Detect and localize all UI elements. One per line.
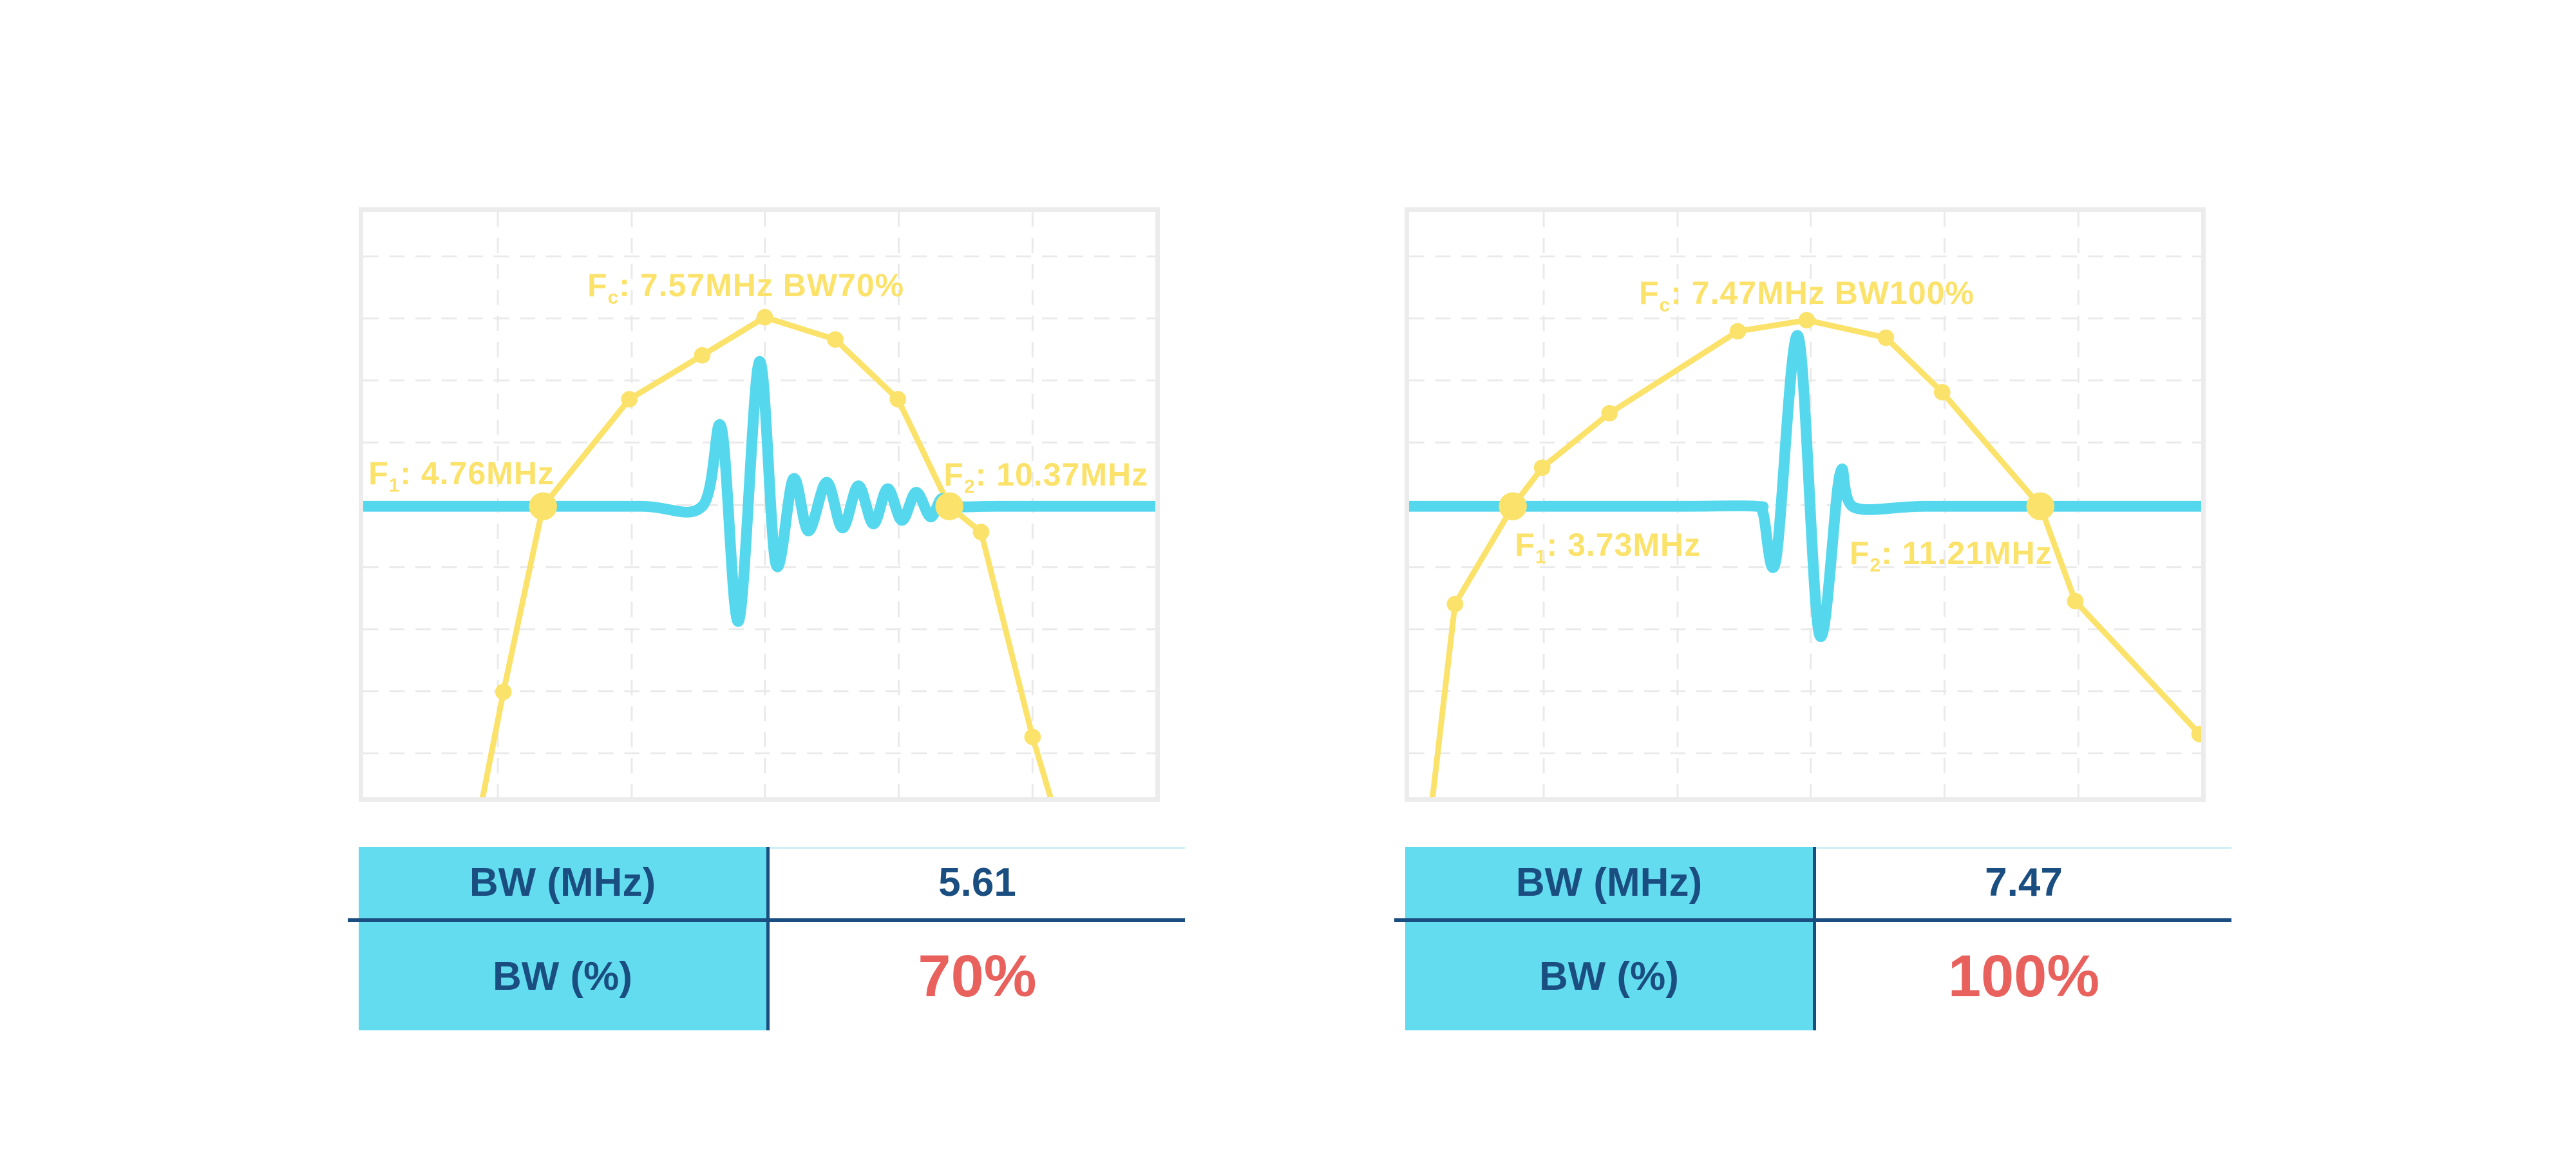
bw-mhz-label-cell: BW (MHz) [469, 860, 656, 905]
fc-label-prefix: F [587, 267, 608, 303]
fc-label-text: : 7.47MHz BW100% [1671, 275, 1975, 312]
f2-label-prefix: F [1849, 534, 1870, 571]
spectrum-panel-bw100: Fc: 7.47MHz BW100% F1: 3.73MHz F2: 11.21… [1405, 207, 2206, 802]
f1-label-sub: 1 [388, 475, 401, 497]
table-label-column [359, 847, 766, 1030]
f1-label-text: : 3.73MHz [1546, 527, 1701, 563]
value-column-top-border [1816, 847, 2231, 849]
f2-label-bw100: F2: 11.21MHz [1849, 534, 2052, 575]
f1-label-bw100: F1: 3.73MHz [1515, 527, 1701, 567]
table-label-column [1405, 847, 1813, 1030]
bw-mhz-label-cell: BW (MHz) [1515, 860, 1703, 905]
table-column-divider [766, 847, 770, 1030]
bw-pct-label-cell: BW (%) [1539, 954, 1679, 999]
f2-label-sub: 2 [1870, 554, 1882, 576]
bandwidth-table-bw100: BW (MHz) 7.47 BW (%) 100% [1394, 847, 2231, 1030]
fc-label-bw70: Fc: 7.57MHz BW70% [587, 267, 905, 307]
fc-label-sub: c [1659, 294, 1671, 316]
f2-label-text: : 10.37MHz [975, 457, 1149, 493]
bandwidth-table-bw70: BW (MHz) 5.61 BW (%) 70% [348, 847, 1185, 1030]
f1-label-prefix: F [368, 455, 389, 492]
f1-label-text: : 4.76MHz [400, 455, 554, 492]
spectrum-chart-bw70 [363, 212, 1155, 797]
value-column-top-border [770, 847, 1185, 849]
bw-mhz-value-cell: 7.47 [1985, 860, 2063, 905]
bw-mhz-value-cell: 5.61 [938, 860, 1016, 905]
f2-label-text: : 11.21MHz [1881, 534, 2052, 571]
f2-label-prefix: F [943, 457, 964, 493]
fc-label-sub: c [607, 287, 620, 308]
table-column-divider [1813, 847, 1816, 1030]
f2-label-sub: 2 [963, 476, 976, 498]
f1-label-sub: 1 [1535, 546, 1547, 568]
fc-label-prefix: F [1638, 275, 1660, 312]
bw-pct-value-cell: 70% [918, 943, 1037, 1009]
bw-pct-value-cell: 100% [1947, 943, 2100, 1009]
fc-label-bw100: Fc: 7.47MHz BW100% [1638, 275, 1975, 315]
f2-label-bw70: F2: 10.37MHz [943, 457, 1149, 497]
bw-pct-label-cell: BW (%) [493, 954, 632, 999]
spectrum-chart-bw100 [1409, 212, 2201, 797]
spectrum-panel-bw70: Fc: 7.57MHz BW70% F1: 4.76MHz F2: 10.37M… [359, 207, 1160, 802]
f1-label-bw70: F1: 4.76MHz [368, 455, 554, 495]
f1-label-prefix: F [1515, 527, 1535, 563]
fc-label-text: : 7.57MHz BW70% [619, 267, 905, 303]
